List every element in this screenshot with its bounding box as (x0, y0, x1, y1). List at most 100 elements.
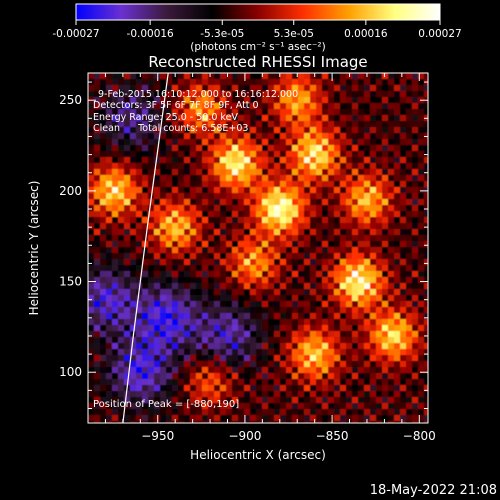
heatmap-cell (346, 115, 353, 122)
heatmap-cell (238, 169, 245, 176)
heatmap-cell (340, 289, 347, 296)
heatmap-cell (142, 319, 149, 326)
heatmap-cell (94, 169, 101, 176)
heatmap-cell (226, 283, 233, 290)
heatmap-cell (106, 397, 113, 404)
heatmap-cell (388, 223, 395, 230)
heatmap-cell (352, 223, 359, 230)
heatmap-cell (340, 223, 347, 230)
heatmap-cell (358, 289, 365, 296)
heatmap-cell (376, 289, 383, 296)
heatmap-cell (340, 361, 347, 368)
heatmap-cell (88, 121, 95, 128)
heatmap-cell (250, 139, 257, 146)
heatmap-cell (268, 343, 275, 350)
heatmap-cell (214, 421, 221, 423)
heatmap-cell (226, 289, 233, 296)
heatmap-cell (316, 133, 323, 140)
heatmap-cell (94, 307, 101, 314)
heatmap-cell (346, 343, 353, 350)
heatmap-cell (100, 397, 107, 404)
heatmap-cell (286, 229, 293, 236)
heatmap-cell (418, 217, 425, 224)
heatmap-cell (394, 373, 401, 380)
heatmap-cell (124, 157, 131, 164)
heatmap-cell (202, 175, 209, 182)
heatmap-cell (238, 379, 245, 386)
heatmap-cell (130, 349, 137, 356)
heatmap-cell (244, 277, 251, 284)
heatmap-cell (220, 289, 227, 296)
heatmap-cell (154, 205, 161, 212)
heatmap-cell (106, 349, 113, 356)
heatmap-cell (406, 421, 413, 423)
heatmap-cell (100, 253, 107, 260)
heatmap-cell (376, 91, 383, 98)
heatmap-cell (418, 361, 425, 368)
heatmap-cell (112, 247, 119, 254)
heatmap-cell (400, 175, 407, 182)
heatmap-cell (346, 325, 353, 332)
heatmap-cell (124, 181, 131, 188)
heatmap-cell (358, 349, 365, 356)
heatmap-cell (124, 277, 131, 284)
heatmap-cell (94, 373, 101, 380)
heatmap-cell (112, 307, 119, 314)
heatmap-cell (148, 223, 155, 230)
heatmap-cell (184, 235, 191, 242)
heatmap-cell (148, 247, 155, 254)
heatmap-cell (382, 175, 389, 182)
heatmap-cell (304, 403, 311, 410)
heatmap-cell (196, 397, 203, 404)
heatmap-cell (118, 169, 125, 176)
heatmap-cell (160, 385, 167, 392)
heatmap-cell (268, 271, 275, 278)
heatmap-cell (226, 385, 233, 392)
heatmap-cell (256, 259, 263, 266)
heatmap-cell (400, 133, 407, 140)
heatmap-cell (142, 253, 149, 260)
heatmap-cell (358, 175, 365, 182)
heatmap-cell (280, 247, 287, 254)
heatmap-cell (94, 73, 101, 80)
heatmap-cell (292, 271, 299, 278)
heatmap-cell (238, 127, 245, 134)
heatmap-cell (202, 121, 209, 128)
heatmap-cell (226, 247, 233, 254)
heatmap-cell (352, 361, 359, 368)
heatmap-cell (310, 97, 317, 104)
heatmap-cell (160, 181, 167, 188)
heatmap-cell (142, 79, 149, 86)
heatmap-cell (340, 403, 347, 410)
heatmap-cell (154, 109, 161, 116)
heatmap-cell (244, 223, 251, 230)
heatmap-cell (232, 277, 239, 284)
heatmap-cell (166, 97, 173, 104)
heatmap-cell (310, 133, 317, 140)
heatmap-cell (220, 361, 227, 368)
heatmap-cell (190, 73, 197, 80)
heatmap-cell (388, 73, 395, 80)
heatmap-cell (400, 151, 407, 158)
heatmap-cell (292, 355, 299, 362)
heatmap-cell (238, 121, 245, 128)
heatmap-cell (112, 91, 119, 98)
heatmap-cell (130, 319, 137, 326)
heatmap-cell (118, 151, 125, 158)
heatmap-cell (322, 325, 329, 332)
heatmap-cell (298, 205, 305, 212)
heatmap-cell (232, 133, 239, 140)
heatmap-cell (202, 145, 209, 152)
heatmap-cell (178, 211, 185, 218)
heatmap-cell (232, 187, 239, 194)
heatmap-cell (196, 283, 203, 290)
heatmap-cell (100, 343, 107, 350)
heatmap-cell (298, 337, 305, 344)
heatmap-cell (130, 103, 137, 110)
heatmap-cell (328, 169, 335, 176)
heatmap-cell (100, 97, 107, 104)
heatmap-cell (202, 91, 209, 98)
heatmap-cell (352, 301, 359, 308)
heatmap-cell (352, 121, 359, 128)
heatmap-cell (358, 367, 365, 374)
